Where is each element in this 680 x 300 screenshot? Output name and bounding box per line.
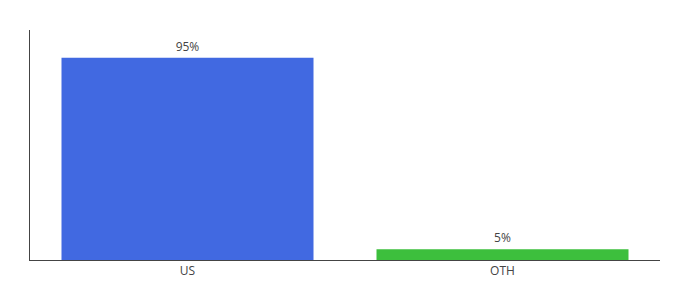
svg-text:5%: 5% (494, 229, 511, 246)
svg-text:US: US (180, 262, 195, 279)
svg-text:95%: 95% (176, 38, 200, 55)
svg-text:OTH: OTH (490, 262, 515, 279)
